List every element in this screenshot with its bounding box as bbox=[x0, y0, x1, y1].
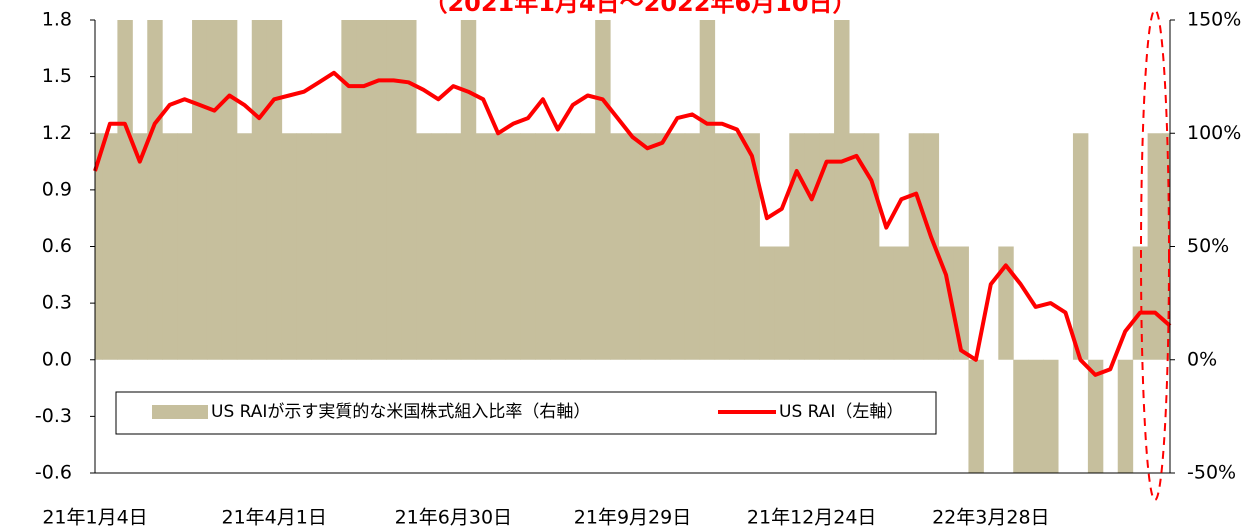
bar bbox=[595, 20, 611, 360]
bar bbox=[639, 133, 656, 360]
bar bbox=[236, 133, 253, 360]
bar bbox=[386, 20, 402, 360]
x-tick-label: 21年6月30日 bbox=[395, 507, 512, 529]
bar bbox=[296, 133, 312, 360]
bar bbox=[416, 133, 432, 360]
bar bbox=[535, 133, 551, 360]
y-tick-label: -0.6 bbox=[35, 462, 72, 484]
x-tick-label: 22年3月28日 bbox=[932, 507, 1049, 529]
bar bbox=[878, 246, 895, 360]
bar bbox=[221, 20, 238, 360]
plot-area bbox=[93, 20, 1172, 473]
line bbox=[93, 70, 1172, 377]
bar bbox=[699, 20, 716, 360]
bar bbox=[147, 20, 163, 360]
y2-tick-label: 100% bbox=[1187, 122, 1241, 144]
y2-tick-label: 150% bbox=[1187, 9, 1241, 31]
bar bbox=[445, 133, 462, 360]
bar bbox=[938, 246, 955, 360]
y-tick-label: 1.2 bbox=[42, 122, 72, 144]
y-tick-label: 1.5 bbox=[42, 65, 72, 87]
x-tick-label: 21年12月24日 bbox=[747, 507, 877, 529]
bar bbox=[580, 133, 596, 360]
bar bbox=[774, 246, 790, 360]
bar bbox=[610, 133, 626, 360]
bar bbox=[162, 133, 178, 360]
bar bbox=[505, 133, 522, 360]
bar bbox=[206, 20, 223, 360]
legend-label: US RAI（左軸） bbox=[779, 402, 903, 422]
bar bbox=[460, 20, 477, 360]
bar bbox=[744, 133, 760, 360]
bar bbox=[117, 20, 133, 360]
y2-tick-label: -50% bbox=[1187, 462, 1236, 484]
x-tick-label: 21年1月4日 bbox=[42, 507, 147, 529]
bar bbox=[475, 133, 492, 360]
bar bbox=[266, 20, 283, 360]
bar bbox=[490, 133, 507, 360]
bar bbox=[565, 133, 581, 360]
bar bbox=[893, 246, 910, 360]
x-tick-label: 21年9月29日 bbox=[574, 507, 691, 529]
legend-label: US RAIが示す実質的な米国株式組入比率（右軸） bbox=[211, 402, 590, 422]
y-tick-label: -0.3 bbox=[35, 405, 72, 427]
bar bbox=[1028, 359, 1044, 473]
bar bbox=[177, 133, 193, 360]
bar bbox=[281, 133, 298, 360]
bar bbox=[356, 20, 372, 360]
y-tick-label: 1.8 bbox=[42, 9, 72, 31]
bar bbox=[968, 359, 984, 473]
bar bbox=[1117, 359, 1134, 473]
bar bbox=[625, 133, 641, 360]
bar bbox=[341, 20, 357, 360]
bar bbox=[834, 20, 850, 360]
y-tick-label: 0.6 bbox=[42, 235, 72, 257]
bar bbox=[848, 133, 865, 360]
bar bbox=[729, 133, 745, 360]
bar bbox=[550, 133, 566, 360]
bar bbox=[311, 133, 327, 360]
y2-tick-label: 0% bbox=[1187, 348, 1217, 370]
bar bbox=[759, 246, 775, 360]
bar bbox=[789, 133, 805, 360]
bar bbox=[192, 20, 208, 360]
bar bbox=[1072, 133, 1089, 360]
bar bbox=[804, 133, 820, 360]
bar bbox=[1147, 133, 1164, 360]
bar bbox=[1162, 133, 1171, 360]
bar bbox=[923, 133, 940, 360]
bar bbox=[430, 133, 447, 360]
bar bbox=[102, 133, 118, 360]
bar bbox=[371, 20, 387, 360]
bar bbox=[714, 133, 731, 360]
bar bbox=[251, 20, 268, 360]
bar bbox=[401, 20, 417, 360]
bar bbox=[908, 133, 925, 360]
bar bbox=[819, 133, 835, 360]
x-tick-label: 21年4月1日 bbox=[221, 507, 326, 529]
chart-title: （2021年1月4日～2022年6月10日） bbox=[423, 0, 856, 17]
bar bbox=[520, 133, 536, 360]
bar bbox=[1132, 246, 1149, 360]
legend-swatch bbox=[152, 405, 208, 419]
bar bbox=[654, 133, 671, 360]
bar bbox=[1087, 359, 1104, 473]
y-tick-label: 0.3 bbox=[42, 292, 72, 314]
y2-tick-label: 50% bbox=[1187, 235, 1229, 257]
bar bbox=[669, 133, 686, 360]
bar bbox=[1013, 359, 1029, 473]
highlight-ellipse bbox=[1140, 9, 1170, 501]
bar bbox=[132, 133, 148, 360]
bar bbox=[95, 133, 103, 360]
bar bbox=[998, 246, 1014, 360]
bar bbox=[863, 133, 880, 360]
bar bbox=[1043, 359, 1059, 473]
y-tick-label: 0.0 bbox=[42, 348, 72, 370]
y-tick-label: 0.9 bbox=[42, 178, 72, 200]
bar bbox=[326, 133, 342, 360]
legend-box bbox=[115, 391, 937, 435]
bar bbox=[684, 133, 701, 360]
